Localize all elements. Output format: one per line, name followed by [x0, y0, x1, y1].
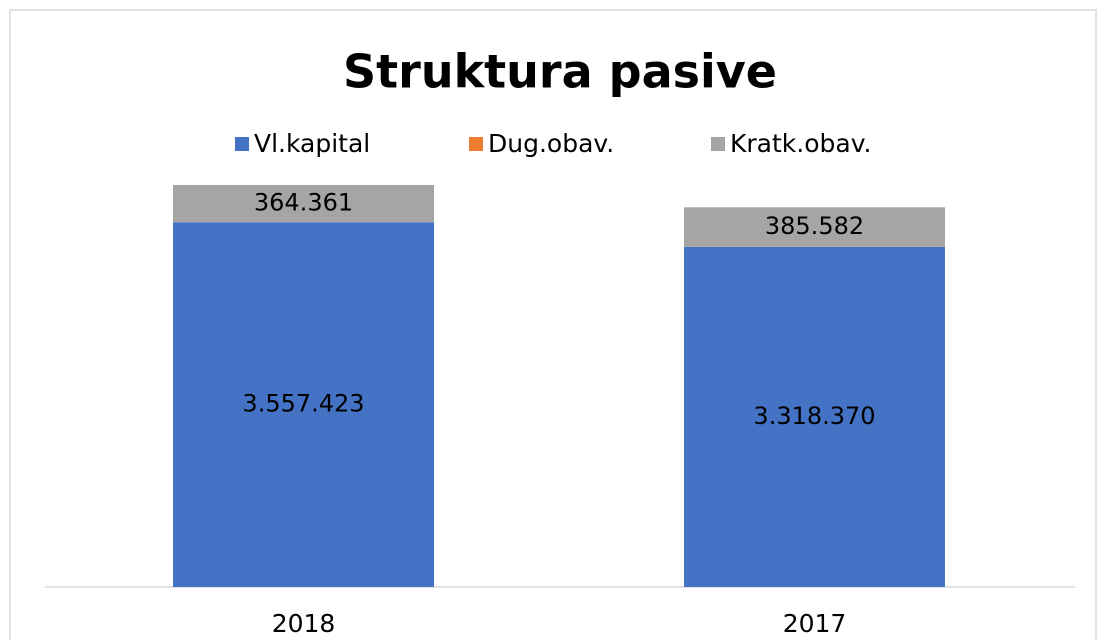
legend-swatch: [469, 137, 483, 151]
x-tick-label: 2018: [272, 609, 336, 638]
bar-segment: [173, 185, 434, 223]
data-label: 364.361: [254, 189, 353, 217]
legend-swatch: [235, 137, 249, 151]
x-tick-label: 2017: [783, 609, 847, 638]
bar-segment: [684, 246, 945, 587]
data-label: 3.318.370: [753, 402, 875, 430]
data-label: 3.557.423: [242, 390, 364, 418]
data-label: 385.582: [765, 212, 864, 240]
bar-segment: [684, 207, 945, 247]
legend-label: Dug.obav.: [488, 129, 614, 158]
legend-label: Vl.kapital: [254, 129, 370, 158]
legend-swatch: [711, 137, 725, 151]
chart-title: Struktura pasive: [343, 45, 777, 99]
bar-segment: [173, 222, 434, 587]
legend-label: Kratk.obav.: [730, 129, 872, 158]
